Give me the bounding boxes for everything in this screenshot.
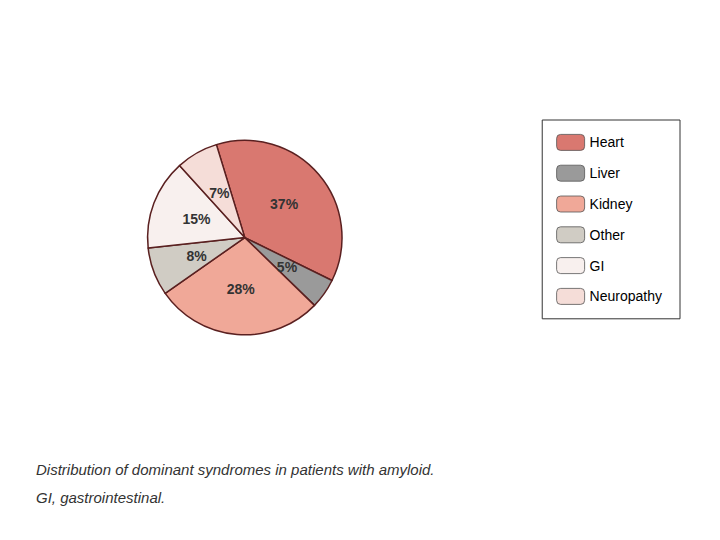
svg-text:Other: Other <box>590 227 625 243</box>
svg-text:GI: GI <box>590 258 605 274</box>
svg-text:Distribution of dominant syndr: Distribution of dominant syndromes in pa… <box>36 461 435 478</box>
svg-text:5%: 5% <box>277 259 298 275</box>
svg-text:28%: 28% <box>227 281 256 297</box>
svg-text:Kidney: Kidney <box>590 196 633 212</box>
svg-text:GI, gastrointestinal.: GI, gastrointestinal. <box>36 489 165 506</box>
svg-text:Neuropathy: Neuropathy <box>590 288 662 304</box>
svg-text:Liver: Liver <box>590 165 621 181</box>
svg-text:Heart: Heart <box>590 134 624 150</box>
svg-text:7%: 7% <box>209 185 230 201</box>
svg-text:37%: 37% <box>270 196 299 212</box>
svg-text:8%: 8% <box>186 248 207 264</box>
svg-text:15%: 15% <box>183 211 212 227</box>
